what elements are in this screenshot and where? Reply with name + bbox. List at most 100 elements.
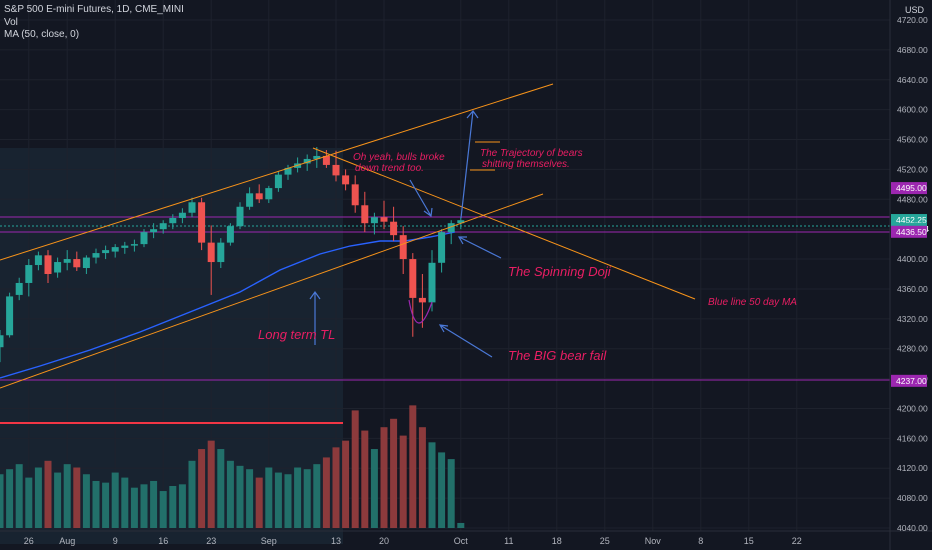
volume-bar xyxy=(169,486,177,528)
candle-body xyxy=(284,167,292,175)
candle-body xyxy=(428,262,436,303)
candle-body xyxy=(217,242,225,263)
candle-body xyxy=(390,221,398,236)
volume-bar xyxy=(428,442,436,528)
volume-bar xyxy=(284,474,292,528)
annotation-spinning-doji: The Spinning Doji xyxy=(508,264,612,279)
candles xyxy=(0,147,465,363)
annotation-blue-line-ma: Blue line 50 day MA xyxy=(708,297,797,308)
volume-bar xyxy=(73,467,81,528)
price-tick-label: 4680.00 xyxy=(897,45,928,55)
annotations: Oh yeah, bulls broke down trend too. The… xyxy=(258,148,797,363)
annotation-trajectory-1: The Trajectory of bears xyxy=(480,148,583,159)
volume-indicator-label[interactable]: Vol xyxy=(4,16,18,28)
candle-body xyxy=(380,217,388,222)
time-tick-label: 13 xyxy=(331,536,341,546)
upper-channel-line xyxy=(0,83,554,261)
down-trend-line xyxy=(312,147,696,300)
price-tick-label: 4600.00 xyxy=(897,105,928,115)
candle-body xyxy=(457,220,465,224)
time-axis[interactable]: 26 Aug 9 16 23 Sep 13 20 Oct 11 18 25 Nov 15 22 8 xyxy=(24,536,802,546)
price-tick-label: 4560.00 xyxy=(897,135,928,145)
volume-bar xyxy=(44,460,52,528)
volume-bar xyxy=(265,467,273,528)
price-tick-label: 4080.00 xyxy=(897,493,928,503)
volume-bar xyxy=(207,440,215,528)
candle-body xyxy=(188,202,196,213)
volume-bar xyxy=(130,487,138,528)
volume-bar xyxy=(370,449,378,528)
volume-bar xyxy=(102,482,110,528)
time-tick-label: 15 xyxy=(744,536,754,546)
volume-bar xyxy=(342,440,350,528)
price-tick-label: 4520.00 xyxy=(897,164,928,174)
annotation-trajectory-2: shitting themselves. xyxy=(482,159,570,170)
volume-bar xyxy=(457,522,465,528)
volume-bar xyxy=(54,472,62,528)
candle-body xyxy=(226,226,234,243)
candle-body xyxy=(44,255,52,274)
candle-body xyxy=(409,259,417,298)
annotation-arrows xyxy=(309,110,502,358)
time-tick-label: Oct xyxy=(454,536,469,546)
volume-bar xyxy=(82,474,90,528)
ma-indicator-label[interactable]: MA (50, close, 0) xyxy=(4,29,80,40)
candle-body xyxy=(159,223,167,230)
volume-bar xyxy=(34,467,42,528)
candle-body xyxy=(150,229,158,233)
volume-bar xyxy=(438,452,446,528)
candle-body xyxy=(0,335,4,348)
volume-bar xyxy=(236,465,244,528)
candle-body xyxy=(140,232,148,245)
candle-body xyxy=(15,282,23,295)
volume-bar xyxy=(111,472,119,528)
candle-body xyxy=(73,259,81,268)
price-tick-label: 4400.00 xyxy=(897,254,928,264)
time-tick-label: Aug xyxy=(59,536,75,546)
volume-bar xyxy=(150,480,158,528)
volume-bar xyxy=(188,460,196,528)
candle-body xyxy=(6,296,14,336)
time-tick-label: 25 xyxy=(600,536,610,546)
annotation-big-bear-fail: The BIG bear fail xyxy=(508,348,607,363)
volume-bar xyxy=(322,457,330,528)
volume-bar xyxy=(15,464,23,528)
time-tick-label: 9 xyxy=(113,536,118,546)
time-tick-label: 20 xyxy=(379,536,389,546)
price-tick-label: 4160.00 xyxy=(897,433,928,443)
candle-body xyxy=(111,247,119,252)
candle-body xyxy=(361,205,369,224)
volume-bar xyxy=(178,484,186,528)
candle-body xyxy=(130,244,138,246)
volume-bar xyxy=(313,464,321,528)
price-tick-label: 4320.00 xyxy=(897,314,928,324)
candle-body xyxy=(370,217,378,224)
symbol-title[interactable]: S&P 500 E-mini Futures, 1D, CME_MINI xyxy=(4,4,184,15)
price-tick-label: 4640.00 xyxy=(897,75,928,85)
candle-body xyxy=(169,217,177,224)
candle-body xyxy=(418,297,426,303)
candle-body xyxy=(207,242,215,263)
price-badge-label: 4237.00 xyxy=(896,376,927,386)
time-tick-label: 23 xyxy=(206,536,216,546)
annotation-bulls-broke-1: Oh yeah, bulls broke xyxy=(353,152,445,163)
currency-label: USD xyxy=(905,5,925,15)
candle-body xyxy=(313,155,321,159)
volume-bar xyxy=(0,474,4,528)
candle-body xyxy=(236,206,244,227)
candle-body xyxy=(178,212,186,218)
time-tick-label: 22 xyxy=(792,536,802,546)
price-tick-label: 4720.00 xyxy=(897,15,928,25)
volume-bar xyxy=(418,427,426,528)
long-term-trendline xyxy=(0,193,544,389)
volume-bar xyxy=(121,477,129,528)
candle-body xyxy=(351,184,359,206)
candle-body xyxy=(342,175,350,185)
volume-bar xyxy=(351,410,359,528)
volume-bar xyxy=(140,484,148,528)
time-tick-label: 26 xyxy=(24,536,34,546)
time-tick-label: Sep xyxy=(261,536,277,546)
big-bear-fail-curve xyxy=(408,299,433,324)
